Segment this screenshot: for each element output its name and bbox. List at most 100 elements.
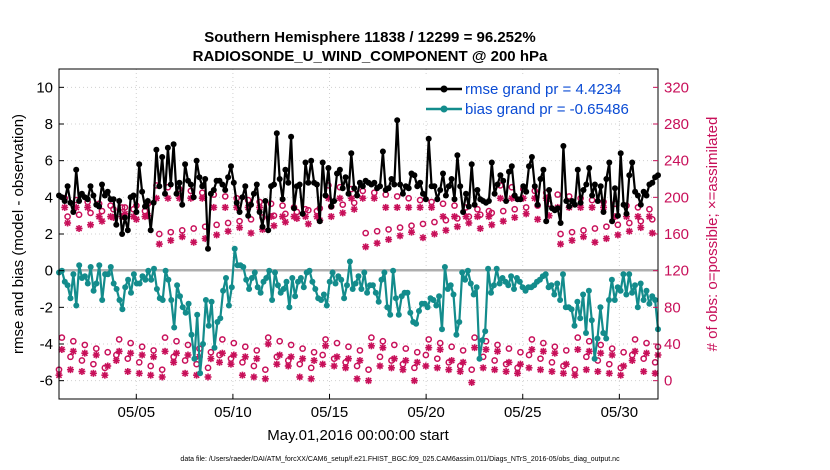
obs-assimilated-marker: [605, 369, 613, 377]
obs-possible-marker: [250, 362, 258, 370]
obs-possible-marker: [625, 219, 633, 227]
bias-point: [632, 282, 638, 289]
obs-possible-marker: [551, 343, 559, 351]
bias-point: [269, 297, 276, 303]
bias-point: [246, 286, 253, 292]
obs-assimilated-marker: [362, 243, 370, 251]
y-axis-label: rmse and bias (model - observation): [10, 114, 27, 354]
obs-possible-marker: [597, 341, 605, 349]
rmse-point: [394, 117, 401, 124]
rmse-point: [196, 174, 203, 181]
rmse-point: [205, 245, 211, 252]
bias-point: [464, 267, 471, 274]
rmse-point: [434, 196, 441, 203]
rmse-point: [526, 163, 532, 170]
obs-possible-marker: [270, 212, 278, 220]
obs-assimilated-marker: [127, 349, 135, 357]
obs-possible-marker: [322, 336, 329, 343]
obs-assimilated-marker: [491, 366, 499, 374]
rmse-point: [351, 185, 358, 192]
obs-assimilated-marker: [448, 357, 456, 364]
obs-assimilated-marker: [173, 349, 181, 357]
bias-point: [476, 355, 483, 362]
obs-possible-marker: [419, 220, 427, 228]
bias-point: [511, 286, 517, 292]
obs-possible-marker: [648, 215, 656, 223]
bias-point: [200, 341, 206, 347]
obs-assimilated-marker: [559, 369, 567, 377]
y-tick-label: 4: [45, 189, 53, 206]
obs-assimilated-marker: [81, 349, 89, 357]
bias-point: [257, 289, 264, 296]
rmse-point: [239, 194, 246, 201]
rmse-point: [385, 185, 392, 192]
obs-assimilated-marker: [236, 224, 244, 232]
obs-assimilated-marker: [147, 371, 155, 379]
rmse-point: [325, 165, 332, 171]
obs-possible-marker: [408, 222, 415, 230]
bias-point: [300, 284, 307, 291]
obs-possible-marker: [279, 202, 286, 209]
bias-point: [629, 289, 636, 296]
obs-possible-marker: [262, 366, 269, 374]
bias-point: [159, 297, 166, 303]
bias-point: [591, 355, 598, 362]
rmse-point: [474, 187, 481, 193]
rmse-point: [617, 150, 624, 157]
obs-possible-marker: [442, 216, 450, 224]
rmse-point: [167, 181, 174, 188]
obs-assimilated-marker: [336, 194, 344, 202]
bias-point: [554, 280, 561, 287]
bias-point: [456, 319, 463, 325]
rmse-point: [623, 210, 630, 217]
bias-point: [490, 282, 497, 289]
bias-point: [430, 297, 437, 303]
y-right-tick-label: 240: [664, 153, 689, 170]
obs-assimilated-marker: [456, 368, 464, 375]
bias-point: [600, 330, 607, 336]
obs-assimilated-marker: [158, 373, 166, 381]
obs-possible-marker: [161, 334, 169, 341]
obs-possible-marker: [591, 225, 599, 232]
bias-point: [248, 275, 255, 281]
bias-point: [84, 280, 91, 287]
rmse-point: [113, 221, 120, 228]
obs-assimilated-marker: [410, 377, 418, 385]
rmse-point: [388, 176, 395, 182]
rmse-point: [445, 183, 452, 190]
rmse-point: [422, 196, 429, 203]
obs-assimilated-marker: [594, 368, 602, 375]
rmse-point: [173, 190, 180, 197]
rmse-point: [420, 190, 426, 197]
bias-point: [574, 298, 581, 305]
bias-point: [459, 269, 466, 276]
obs-assimilated-marker: [631, 347, 639, 355]
rmse-point: [589, 192, 596, 199]
rmse-point: [454, 152, 461, 159]
rmse-point: [308, 157, 315, 164]
obs-assimilated-marker: [190, 238, 198, 246]
bias-point: [617, 287, 624, 294]
bias-point: [312, 286, 319, 292]
bias-point: [568, 306, 575, 313]
bias-point: [217, 315, 224, 322]
rmse-point: [606, 159, 613, 166]
bias-point: [168, 297, 175, 303]
bias-point: [473, 284, 480, 291]
rmse-point: [500, 177, 507, 184]
bias-point: [119, 306, 126, 313]
bias-point: [151, 265, 157, 272]
bias-point: [395, 311, 402, 318]
rmse-point: [73, 166, 80, 173]
obs-assimilated-marker: [494, 347, 502, 355]
obs-assimilated-marker: [273, 360, 281, 368]
obs-assimilated-marker: [516, 360, 524, 368]
rmse-point: [497, 172, 504, 179]
obs-assimilated-marker: [250, 373, 258, 381]
obs-assimilated-marker: [69, 347, 77, 355]
obs-assimilated-marker: [608, 351, 616, 359]
bias-point: [375, 298, 382, 305]
y-tick-label: 0: [45, 263, 53, 280]
bias-point: [560, 271, 566, 278]
obs-assimilated-marker: [170, 358, 178, 366]
